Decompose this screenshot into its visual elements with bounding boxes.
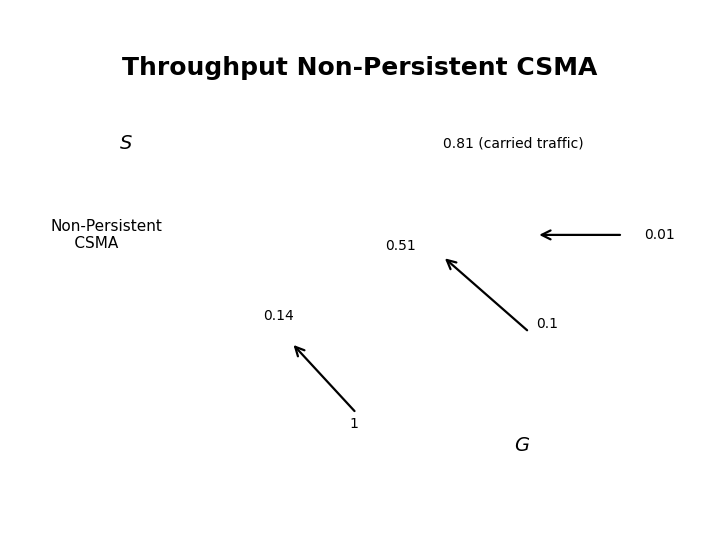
Text: 0.81 (carried traffic): 0.81 (carried traffic) <box>443 136 583 150</box>
Text: 0.01: 0.01 <box>644 228 675 242</box>
Text: Non-Persistent
     CSMA: Non-Persistent CSMA <box>50 219 162 251</box>
Text: Throughput Non-Persistent CSMA: Throughput Non-Persistent CSMA <box>122 56 598 79</box>
Text: 0.1: 0.1 <box>536 317 559 331</box>
Text: 0.51: 0.51 <box>385 239 416 253</box>
Text: 1: 1 <box>349 417 358 431</box>
Text: G: G <box>514 436 530 455</box>
Text: S: S <box>120 133 132 153</box>
Text: 0.14: 0.14 <box>263 309 294 323</box>
